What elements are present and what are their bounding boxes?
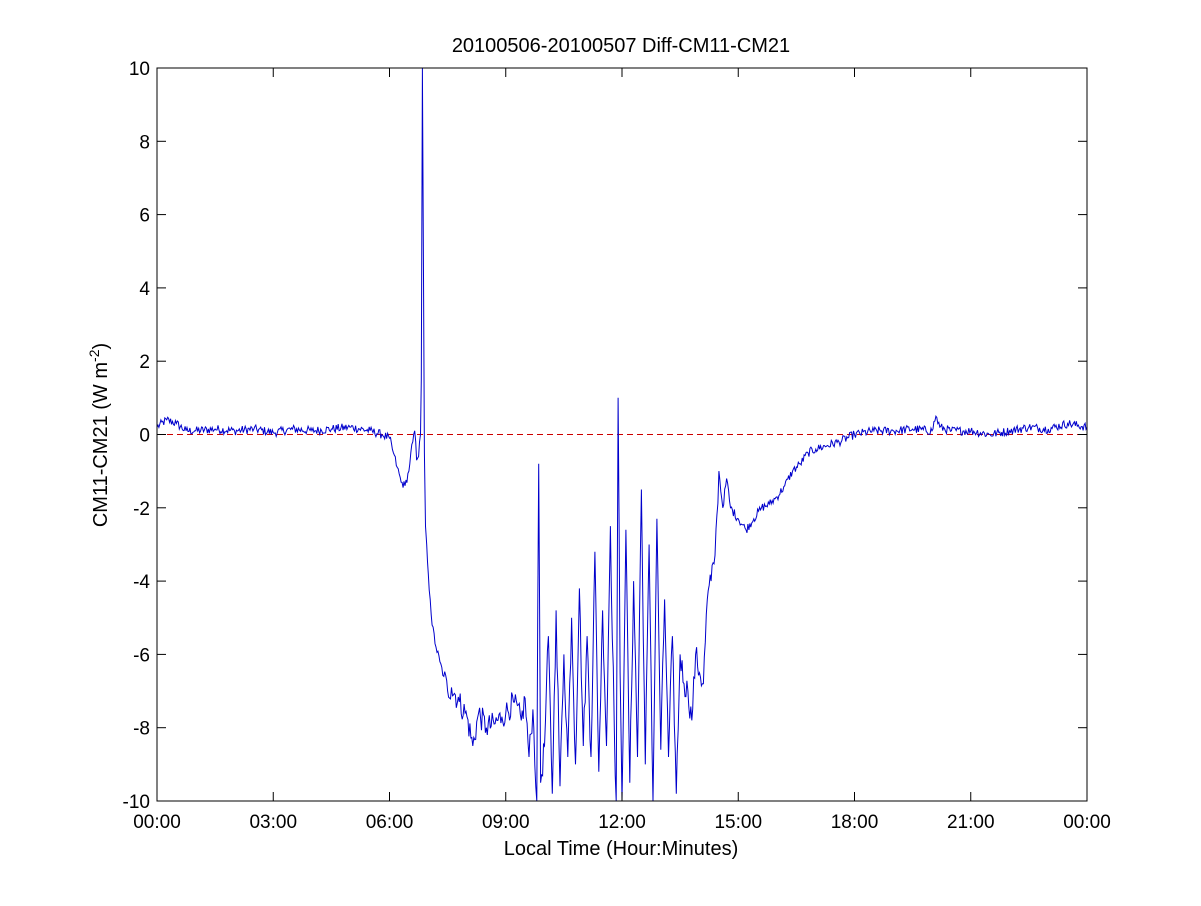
chart-title: 20100506-20100507 Diff-CM11-CM21 (452, 35, 790, 57)
y-tick-label: -2 (133, 499, 150, 520)
x-tick-label: 18:00 (831, 812, 879, 833)
x-tick-label: 12:00 (598, 812, 646, 833)
y-axis-label: CM11-CM21 (W m-2) (86, 343, 112, 527)
y-axis-label-superscript: -2 (86, 349, 102, 362)
y-tick-label: -8 (133, 719, 150, 740)
y-tick-label: 10 (129, 59, 150, 80)
y-tick-label: -10 (123, 792, 150, 813)
x-tick-label: 00:00 (1063, 812, 1111, 833)
y-tick-label: -6 (133, 645, 150, 666)
y-tick-label: 6 (139, 206, 150, 227)
y-tick-label: 2 (139, 352, 150, 373)
plot-area (157, 68, 1087, 801)
x-tick-label: 06:00 (366, 812, 414, 833)
y-axis-label-main: CM11-CM21 (W m (90, 362, 112, 527)
data-series-line-0 (157, 68, 1087, 801)
x-tick-label: 00:00 (133, 812, 181, 833)
x-tick-label: 03:00 (249, 812, 297, 833)
y-tick-label: 0 (139, 426, 150, 447)
x-tick-label: 15:00 (714, 812, 762, 833)
axes: 00:00 03:00 06:00 09:00 12:00 15:00 18:00 21:00… (123, 59, 1111, 833)
y-tick-label: -4 (133, 572, 150, 593)
x-axis-label: Local Time (Hour:Minutes) (504, 838, 739, 860)
y-axis-label-close: ) (90, 343, 112, 350)
y-tick-label: 8 (139, 132, 150, 153)
y-tick-label: 4 (139, 279, 150, 300)
x-tick-label: 09:00 (482, 812, 530, 833)
x-tick-label: 21:00 (947, 812, 995, 833)
